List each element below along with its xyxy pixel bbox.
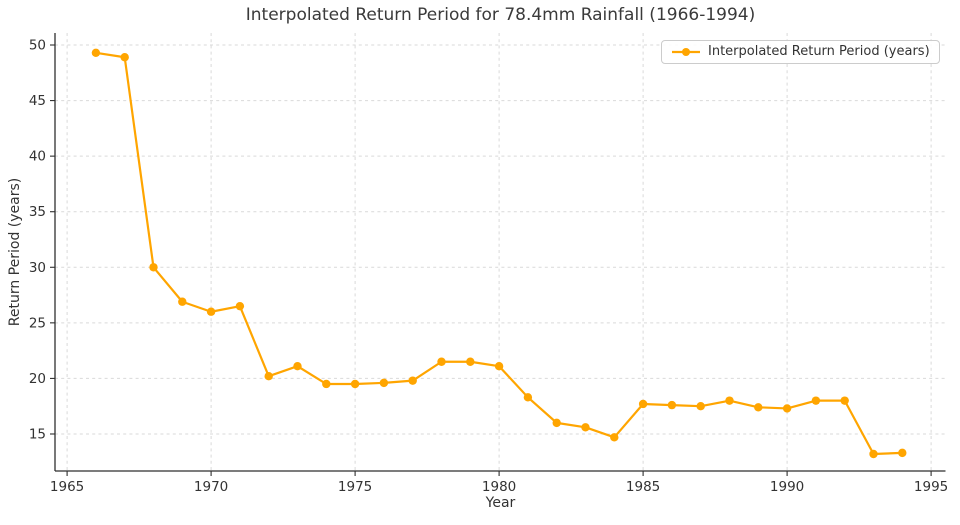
svg-text:25: 25 bbox=[29, 315, 46, 331]
y-axis-label: Return Period (years) bbox=[7, 177, 23, 327]
svg-text:1965: 1965 bbox=[50, 479, 84, 495]
svg-text:1980: 1980 bbox=[482, 479, 516, 495]
svg-text:30: 30 bbox=[29, 260, 46, 276]
svg-text:1985: 1985 bbox=[626, 479, 660, 495]
legend: Interpolated Return Period (years) bbox=[661, 40, 940, 64]
svg-text:1990: 1990 bbox=[770, 479, 804, 495]
legend-line-marker-icon bbox=[672, 47, 700, 56]
svg-text:15: 15 bbox=[29, 426, 46, 442]
svg-text:1970: 1970 bbox=[194, 479, 228, 495]
svg-text:1995: 1995 bbox=[914, 479, 948, 495]
svg-text:45: 45 bbox=[29, 93, 46, 109]
svg-text:40: 40 bbox=[29, 149, 46, 165]
svg-text:35: 35 bbox=[29, 204, 46, 220]
svg-text:1975: 1975 bbox=[338, 479, 372, 495]
svg-text:20: 20 bbox=[29, 371, 46, 387]
svg-text:50: 50 bbox=[29, 38, 46, 54]
x-axis-label: Year bbox=[485, 495, 516, 511]
chart-title: Interpolated Return Period for 78.4mm Ra… bbox=[245, 5, 756, 25]
legend-label: Interpolated Return Period (years) bbox=[708, 44, 930, 59]
